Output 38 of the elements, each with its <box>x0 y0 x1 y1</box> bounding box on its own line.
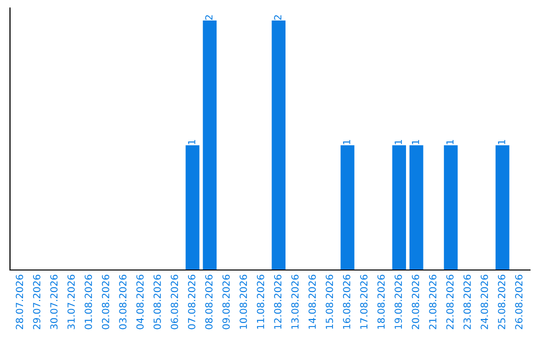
x-tick-label: 21.08.2026 <box>429 274 436 330</box>
x-tick-label: 01.08.2026 <box>84 274 92 330</box>
data-label: 2 <box>205 15 212 20</box>
x-tick-label: 31.07.2026 <box>67 274 75 330</box>
x-tick-label: 22.08.2026 <box>446 274 454 330</box>
data-label: 1 <box>498 140 506 144</box>
x-tick-label: 05.08.2026 <box>154 274 161 330</box>
x-tick-label: 28.07.2026 <box>16 274 24 330</box>
x-tick-label: 20.08.2026 <box>412 274 420 330</box>
x-tick-label: 06.08.2026 <box>170 274 178 330</box>
x-tick-label: 17.08.2026 <box>360 274 368 329</box>
x-tick-label: 29.07.2026 <box>33 274 40 330</box>
x-tick-label: 03.08.2026 <box>119 274 126 330</box>
data-label: 1 <box>188 140 196 144</box>
x-tick-label: 30.07.2026 <box>50 274 58 330</box>
x-tick-label: 26.08.2026 <box>515 274 522 330</box>
x-tick-label: 23.08.2026 <box>463 274 471 330</box>
x-tick-label: 10.08.2026 <box>240 274 247 329</box>
data-label: 1 <box>446 140 454 144</box>
x-tick-label: 19.08.2026 <box>394 274 402 329</box>
x-tick-label: 13.08.2026 <box>291 274 299 329</box>
x-tick-label: 25.08.2026 <box>498 274 506 330</box>
x-tick-label: 16.08.2026 <box>342 274 350 329</box>
data-label: 1 <box>343 140 350 144</box>
x-tick-label: 02.08.2026 <box>102 274 110 330</box>
x-tick-label: 08.08.2026 <box>205 274 213 330</box>
x-tick-label: 04.08.2026 <box>136 274 144 330</box>
x-tick-label: 14.08.2026 <box>308 274 316 329</box>
x-tick-label: 15.08.2026 <box>326 274 334 329</box>
x-tick-label: 11.08.2026 <box>256 274 264 329</box>
x-tick-label: 24.08.2026 <box>480 274 488 330</box>
x-tick-label: 09.08.2026 <box>222 274 230 330</box>
x-tick-label: 18.08.2026 <box>377 274 385 329</box>
x-tick-label: 07.08.2026 <box>188 274 196 330</box>
x-tick-label: 12.08.2026 <box>274 274 282 329</box>
data-label: 1 <box>412 140 420 144</box>
data-label: 1 <box>394 140 402 144</box>
data-label: 2 <box>274 15 282 20</box>
